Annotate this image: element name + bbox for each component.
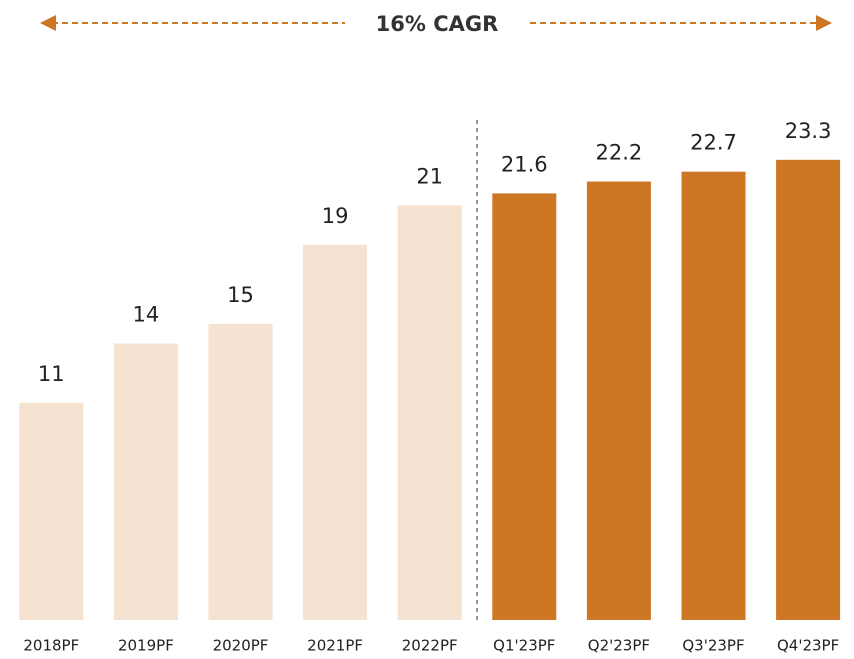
bar bbox=[19, 402, 84, 620]
x-tick-label: 2018PF bbox=[23, 637, 79, 655]
x-tick-label: 2020PF bbox=[213, 637, 269, 655]
value-label: 19 bbox=[322, 204, 349, 228]
value-label: 21.6 bbox=[501, 152, 548, 176]
x-tick-label: Q3'23PF bbox=[682, 637, 744, 655]
value-label: 11 bbox=[38, 362, 65, 386]
value-label: 22.7 bbox=[690, 131, 737, 155]
cagr-arrowhead-left bbox=[40, 15, 56, 31]
x-tick-label: Q1'23PF bbox=[493, 637, 555, 655]
bar bbox=[113, 343, 178, 620]
value-label: 21 bbox=[416, 164, 443, 188]
x-tick-label: 2022PF bbox=[402, 637, 458, 655]
bar bbox=[776, 159, 841, 620]
x-tick-label: Q4'23PF bbox=[777, 637, 839, 655]
bar bbox=[492, 193, 557, 620]
x-tick-label: 2019PF bbox=[118, 637, 174, 655]
value-label: 15 bbox=[227, 283, 254, 307]
value-label: 14 bbox=[133, 303, 160, 327]
bar bbox=[586, 181, 651, 621]
cagr-annotation: 16% CAGR bbox=[376, 12, 499, 36]
bar bbox=[303, 244, 368, 620]
cagr-arrowhead-right bbox=[816, 15, 832, 31]
bar bbox=[397, 205, 462, 620]
x-tick-label: Q2'23PF bbox=[588, 637, 650, 655]
bar bbox=[681, 171, 746, 621]
value-label: 23.3 bbox=[785, 119, 832, 143]
bar bbox=[208, 323, 273, 620]
x-tick-label: 2021PF bbox=[307, 637, 363, 655]
value-label: 22.2 bbox=[596, 141, 643, 165]
